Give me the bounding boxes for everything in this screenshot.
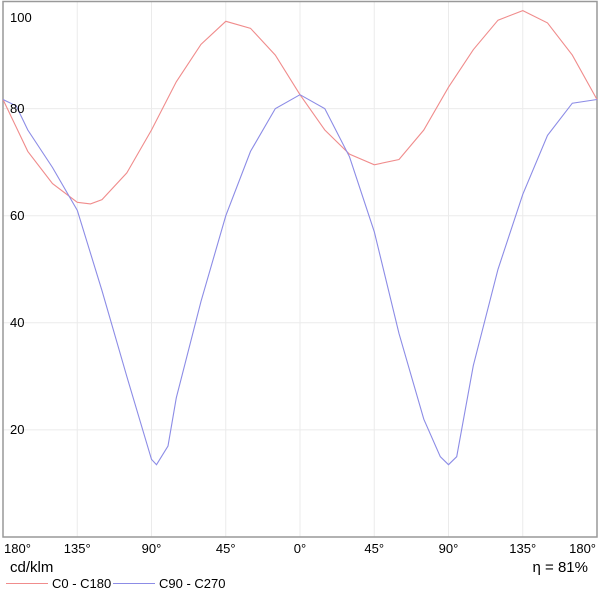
plot-frame [2,0,598,538]
legend-label: C0 - C180 [52,576,112,591]
x-tick-label: 135° [63,541,91,556]
x-tick-label: 135° [509,541,537,556]
y-unit-label: cd/klm [10,559,54,576]
x-tick-label: 180° [4,541,31,556]
x-tick-label: 0° [293,541,307,556]
series-line-c90-c270 [2,94,598,466]
y-tick-label: 20 [10,421,25,437]
legend-item-c90-c270: C90 - C270 [113,576,225,591]
x-tick-label: 180° [569,541,596,556]
series-line-c0-c180 [2,9,598,205]
x-tick-label: 90° [438,541,459,556]
x-tick-label: 45° [215,541,236,556]
legend-label: C90 - C270 [159,576,226,591]
x-tick-label: 90° [141,541,162,556]
y-tick-label: 60 [10,207,25,223]
legend-item-c0-c180: C0 - C180 [6,576,111,591]
y-tick-label: 100 [10,10,32,25]
legend-swatch [6,583,48,584]
y-tick-label: 80 [10,100,25,116]
legend-swatch [113,583,155,584]
efficiency-annotation: η = 81% [532,559,588,576]
x-tick-label: 45° [364,541,385,556]
y-tick-label: 40 [10,314,25,330]
